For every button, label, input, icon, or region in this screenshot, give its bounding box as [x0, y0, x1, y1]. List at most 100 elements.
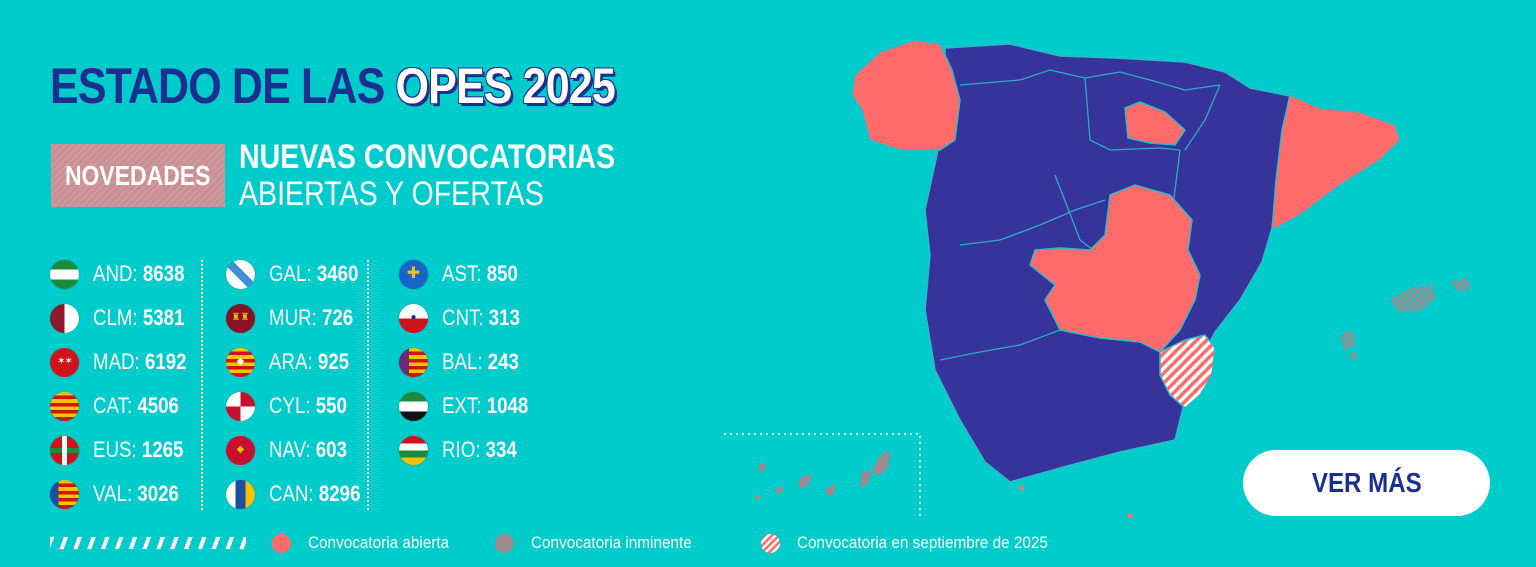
stat-item: AND: 8638 [50, 252, 203, 296]
legend-dot-imminent-icon [494, 533, 514, 553]
stat-text: EXT: 1048 [442, 393, 529, 418]
legend-label-open: Convocatoria abierta [308, 533, 450, 552]
map-region-canarias [755, 450, 890, 500]
stat-text: ARA: 925 [269, 349, 350, 374]
headline-line2: ABIERTAS Y OFERTAS [239, 175, 544, 213]
map-region-castilla-la-mancha [1029, 184, 1201, 353]
stats-column-1: AND: 8638 CLM: 5381 ✶✶ MAD: 6192 CAT: 45… [50, 252, 203, 516]
stat-text: CAN: 8296 [269, 481, 361, 506]
flag-castilla-y-leon-icon [226, 391, 255, 421]
map-canarias-inset-frame [724, 433, 921, 518]
decorative-dashes [50, 537, 246, 549]
stat-value: 1265 [141, 437, 184, 462]
novedades-badge: NOVEDADES [51, 144, 225, 207]
stat-item: CLM: 5381 [50, 296, 203, 340]
headline-line1: NUEVAS CONVOCATORIAS [239, 138, 616, 176]
stat-value: 8296 [318, 481, 361, 506]
stat-value: 8638 [142, 261, 185, 286]
flag-cataluna-icon [50, 391, 79, 421]
stat-item: ✶✶ MAD: 6192 [50, 340, 203, 384]
stats-column-3: ✚ AST: 850 ● CNT: 313 BAL: 243 EXT: 1048… [399, 252, 544, 472]
column-divider [367, 260, 369, 510]
stat-value: 313 [488, 305, 520, 330]
stat-text: CAT: 4506 [93, 393, 179, 418]
stat-value: 603 [315, 437, 347, 462]
flag-cantabria-icon: ● [399, 303, 428, 333]
stat-text: AND: 8638 [93, 261, 185, 286]
stat-text: AST: 850 [442, 261, 518, 286]
map-region-galicia [851, 39, 961, 151]
stat-value: 243 [487, 349, 519, 374]
legend-dot-september-icon [761, 533, 781, 553]
stat-text: CNT: 313 [442, 305, 520, 330]
map-region-murcia [1159, 334, 1216, 409]
spain-map [724, 39, 1472, 519]
headline: NUEVAS CONVOCATORIAS ABIERTAS Y OFERTAS [239, 138, 615, 212]
stat-text: EUS: 1265 [93, 437, 184, 462]
stat-item: EUS: 1265 [50, 428, 203, 472]
stat-value: 3460 [316, 261, 359, 286]
legend-label-imminent: Convocatoria inminente [530, 533, 692, 552]
stat-text: CYL: 550 [269, 393, 347, 418]
flag-canarias-icon [226, 479, 255, 509]
flag-la-rioja-icon [399, 435, 428, 465]
stat-item: ◆ NAV: 603 [226, 428, 377, 472]
stat-item: GAL: 3460 [226, 252, 377, 296]
flag-castilla-la-mancha-icon [50, 303, 79, 333]
stat-value: 850 [486, 261, 518, 286]
flag-valencia-icon [50, 479, 79, 509]
stat-text: CLM: 5381 [93, 305, 185, 330]
stat-value: 334 [485, 437, 517, 462]
legend-label-september: Convocatoria en septiembre de 2025 [797, 533, 1049, 552]
ver-mas-label: VER MÁS [1311, 467, 1422, 498]
stat-value: 6192 [144, 349, 187, 374]
stat-item: CAT: 4506 [50, 384, 203, 428]
stat-item: CAN: 8296 [226, 472, 377, 516]
map-melilla [1127, 513, 1133, 519]
legend-item-open: Convocatoria abierta [272, 533, 465, 553]
flag-andalucia-icon [50, 259, 79, 289]
ver-mas-button[interactable]: VER MÁS [1243, 450, 1490, 516]
flag-baleares-icon [399, 347, 428, 377]
stat-item: EXT: 1048 [399, 384, 544, 428]
stat-item: RIO: 334 [399, 428, 544, 472]
flag-navarra-icon: ◆ [226, 435, 255, 465]
column-divider [201, 260, 203, 510]
stat-value: 3026 [137, 481, 179, 506]
stat-item: CYL: 550 [226, 384, 377, 428]
stat-value: 726 [321, 305, 354, 330]
stat-text: VAL: 3026 [93, 481, 179, 506]
flag-euskadi-icon [50, 435, 79, 465]
stat-text: BAL: 243 [442, 349, 519, 374]
stat-value: 925 [317, 349, 350, 374]
flag-madrid-icon: ✶✶ [50, 347, 79, 377]
title-part1: ESTADO DE LAS [50, 58, 385, 114]
stat-text: NAV: 603 [269, 437, 347, 462]
flag-galicia-icon [226, 259, 255, 289]
stat-value: 4506 [137, 393, 179, 418]
stat-text: RIO: 334 [442, 437, 517, 462]
title-part2: OPES 2025 [395, 58, 616, 114]
map-region-cataluna [1271, 93, 1401, 232]
map-region-la-rioja [1124, 101, 1186, 146]
legend: Convocatoria abierta Convocatoria inmine… [50, 530, 1076, 556]
flag-murcia-icon: ♜♜ [226, 303, 255, 333]
badge-label: NOVEDADES [65, 159, 211, 191]
stat-value: 1048 [486, 393, 529, 418]
flag-aragon-icon: ◆ [226, 347, 255, 377]
stat-item: ◆ ARA: 925 [226, 340, 377, 384]
legend-item-september: Convocatoria en septiembre de 2025 [761, 533, 1076, 553]
legend-item-imminent: Convocatoria inminente [494, 533, 710, 553]
stat-value: 5381 [142, 305, 185, 330]
stat-item: BAL: 243 [399, 340, 544, 384]
stat-text: MAD: 6192 [93, 349, 187, 374]
stat-value: 550 [315, 393, 347, 418]
stat-item: VAL: 3026 [50, 472, 203, 516]
flag-extremadura-icon [399, 391, 428, 421]
flag-asturias-icon: ✚ [399, 259, 428, 289]
stats-column-2: GAL: 3460 ♜♜ MUR: 726 ◆ ARA: 925 CYL: 55… [226, 252, 377, 516]
stat-item: ♜♜ MUR: 726 [226, 296, 377, 340]
stat-item: ● CNT: 313 [399, 296, 544, 340]
legend-dot-open-icon [272, 533, 291, 553]
